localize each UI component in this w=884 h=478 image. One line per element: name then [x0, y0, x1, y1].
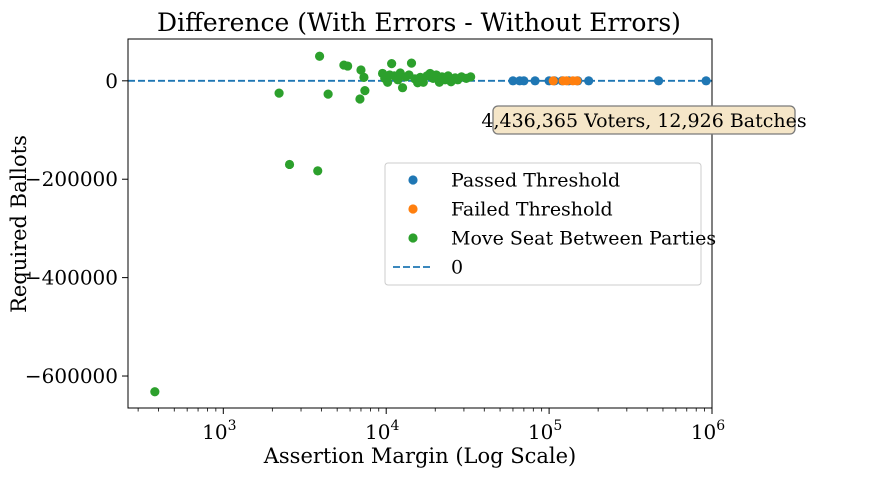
data-point	[561, 76, 572, 86]
x-axis-label: Assertion Margin (Log Scale)	[263, 444, 577, 468]
x-tick-base: 10	[528, 420, 553, 444]
x-tick-base: 10	[365, 420, 390, 444]
x-tick-label: 103	[202, 418, 236, 444]
data-point	[383, 77, 393, 87]
legend-marker	[408, 204, 418, 214]
y-tick-label: −200000	[25, 167, 118, 191]
x-tick-exponent: 6	[716, 418, 725, 434]
chart-title: Difference (With Errors - Without Errors…	[157, 8, 681, 37]
legend-marker	[408, 175, 418, 185]
data-point	[359, 72, 369, 82]
legend-marker	[408, 233, 418, 243]
data-point	[572, 76, 582, 86]
data-point	[584, 76, 594, 86]
x-tick-exponent: 3	[228, 418, 237, 434]
x-axis: 103 104 105 106	[137, 408, 725, 444]
legend: Passed Threshold Failed Threshold Move Sea…	[384, 162, 716, 286]
x-tick-label: 106	[691, 418, 725, 444]
plot-content	[128, 51, 712, 397]
data-point	[274, 88, 284, 98]
data-point	[406, 58, 417, 68]
data-point	[356, 65, 366, 75]
annotation-text: 4,436,365 Voters, 12,926 Batches	[481, 110, 806, 132]
legend-frame	[384, 162, 702, 286]
data-point	[530, 76, 540, 86]
data-point	[360, 86, 370, 96]
x-tick-exponent: 5	[553, 418, 562, 434]
legend-label: Passed Threshold	[451, 170, 620, 192]
data-point	[701, 76, 711, 86]
data-point	[466, 72, 476, 82]
y-axis-label: Required Ballots	[7, 135, 31, 313]
legend-label: Failed Threshold	[451, 199, 613, 221]
plot-frame	[127, 38, 713, 409]
data-point	[548, 76, 558, 86]
data-point	[653, 76, 664, 86]
x-tick-base: 10	[202, 420, 227, 444]
data-point	[387, 59, 397, 69]
data-point	[355, 94, 365, 104]
y-tick-label: −600000	[25, 364, 118, 388]
legend-label: 0	[451, 257, 463, 279]
y-tick-label: 0	[105, 69, 118, 93]
x-tick-label: 105	[528, 418, 562, 444]
data-point	[314, 51, 325, 61]
data-point	[150, 387, 160, 397]
annotation-box	[492, 105, 796, 135]
x-tick-base: 10	[691, 420, 716, 444]
data-point	[519, 76, 529, 86]
data-point	[343, 61, 353, 71]
data-point	[323, 89, 333, 99]
data-point	[313, 166, 323, 176]
data-point	[508, 76, 518, 86]
y-tick-label: −400000	[25, 266, 118, 290]
data-point	[397, 83, 408, 93]
x-tick-exponent: 4	[390, 418, 399, 434]
y-axis: 0 −200000 −400000 −600000	[25, 69, 128, 388]
x-tick-label: 104	[365, 418, 399, 444]
annotation: 4,436,365 Voters, 12,926 Batches	[481, 105, 807, 135]
legend-label: Move Seat Between Parties	[451, 228, 716, 250]
data-point	[284, 159, 295, 170]
